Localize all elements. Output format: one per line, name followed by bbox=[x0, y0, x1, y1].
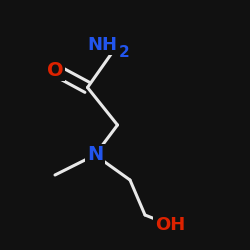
Text: 2: 2 bbox=[119, 44, 130, 60]
Text: OH: OH bbox=[155, 216, 185, 234]
Text: O: O bbox=[47, 60, 63, 80]
Text: N: N bbox=[87, 146, 103, 165]
Text: NH: NH bbox=[88, 36, 118, 54]
